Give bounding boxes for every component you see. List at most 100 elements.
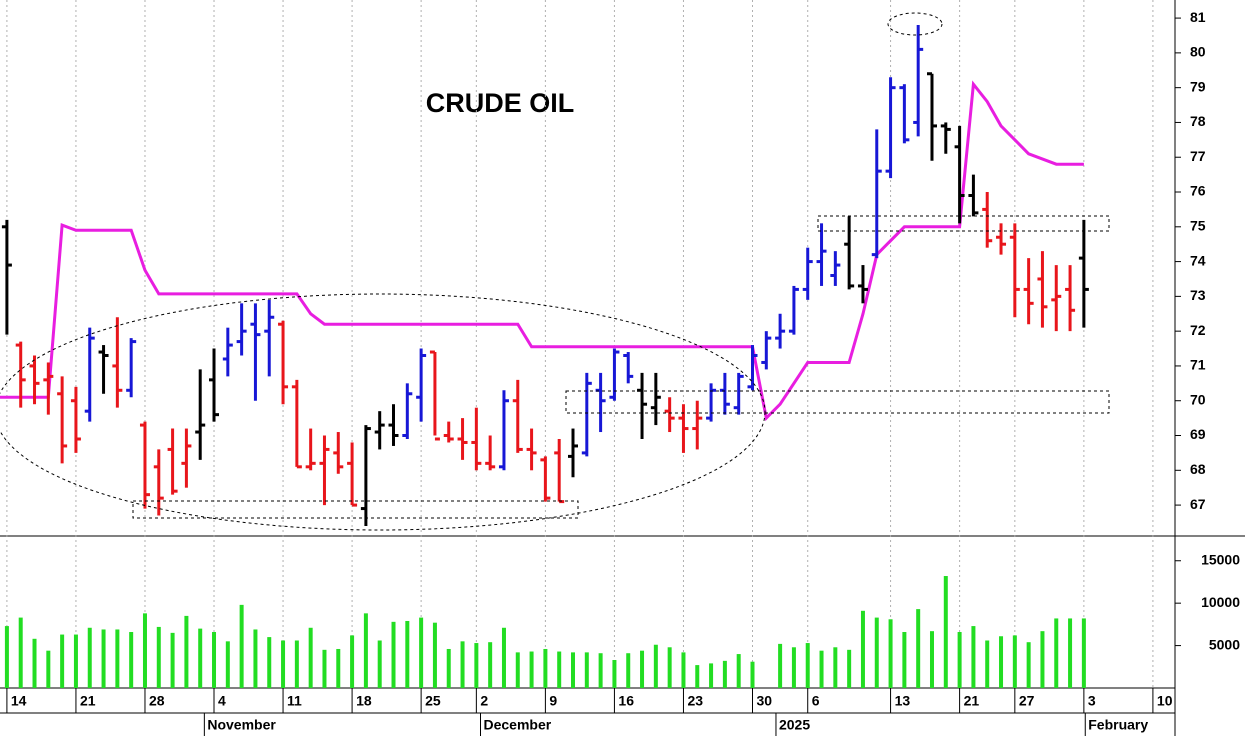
ohlc-bar	[167, 428, 178, 495]
x-tick-label: 16	[618, 693, 634, 709]
ohlc-bar	[1051, 265, 1062, 332]
ohlc-bar	[15, 341, 26, 408]
volume-bar	[419, 617, 424, 688]
volume-bar	[860, 610, 865, 688]
x-tick-label: 27	[1019, 693, 1035, 709]
volume-bar	[971, 626, 976, 688]
ohlc-bar	[761, 331, 772, 370]
volume-y-tick-label: 15000	[1201, 551, 1240, 567]
ohlc-bar	[195, 369, 206, 460]
annotation-box	[565, 390, 1110, 414]
ohlc-bar	[222, 327, 233, 377]
volume-bar	[612, 660, 617, 688]
volume-bar	[184, 615, 189, 688]
volume-bar	[557, 651, 562, 688]
volume-bar	[198, 628, 203, 688]
ohlc-bar	[209, 348, 220, 422]
volume-bar	[819, 650, 824, 688]
ohlc-bar	[57, 376, 68, 464]
annotation-ellipse	[0, 293, 766, 531]
volume-bar	[239, 604, 244, 688]
ohlc-bar	[471, 407, 482, 471]
x-tick-label: 30	[756, 693, 772, 709]
volume-bar	[626, 653, 631, 688]
volume-bar	[902, 632, 907, 688]
ohlc-bar	[1009, 223, 1020, 318]
y-tick-label: 81	[1190, 9, 1206, 25]
ohlc-bar	[443, 421, 454, 443]
x-tick-label: 13	[895, 693, 911, 709]
volume-bar	[281, 640, 286, 688]
overlay-line	[0, 80, 1084, 422]
volume-bar	[501, 627, 506, 688]
annotation-box	[132, 500, 579, 519]
volume-bar	[73, 634, 78, 688]
ohlc-bar	[885, 77, 896, 179]
ohlc-bar	[416, 348, 427, 422]
volume-bar	[32, 638, 37, 688]
ohlc-bar	[996, 223, 1007, 255]
ohlc-bar	[554, 438, 565, 504]
ohlc-bar	[526, 428, 537, 471]
volume-bar	[653, 644, 658, 688]
volume-bar	[722, 660, 727, 688]
volume-bar	[791, 647, 796, 688]
volume-bar	[115, 629, 120, 688]
y-tick-label: 68	[1190, 461, 1206, 477]
month-label: November	[207, 717, 276, 733]
y-tick-label: 72	[1190, 322, 1206, 338]
volume-bar	[1026, 642, 1031, 688]
ohlc-bar	[305, 428, 316, 471]
volume-bar	[681, 652, 686, 688]
volume-bar	[571, 652, 576, 688]
ohlc-bar	[84, 327, 95, 422]
volume-bar	[46, 650, 51, 688]
volume-bar	[170, 632, 175, 688]
ohlc-bar	[429, 350, 440, 441]
volume-bar	[916, 609, 921, 688]
volume-bar	[474, 643, 479, 688]
ohlc-bar	[692, 400, 703, 450]
volume-bar	[888, 619, 893, 688]
volume-bar	[18, 617, 23, 688]
y-tick-label: 69	[1190, 426, 1206, 442]
y-tick-label: 67	[1190, 496, 1206, 512]
y-tick-label: 80	[1190, 44, 1206, 60]
ohlc-bar	[181, 428, 192, 488]
x-tick-label: 21	[80, 693, 96, 709]
y-tick-label: 77	[1190, 148, 1206, 164]
x-tick-label: 23	[687, 693, 703, 709]
ohlc-bar	[153, 449, 164, 516]
ohlc-bar	[126, 338, 137, 398]
volume-bar	[529, 651, 534, 688]
x-tick-label: 14	[11, 693, 27, 709]
ohlc-bar	[623, 352, 634, 384]
volume-bar	[4, 626, 9, 688]
ohlc-bar	[112, 317, 123, 408]
ohlc-bar	[913, 25, 924, 137]
chart-title: CRUDE OIL	[426, 88, 575, 118]
ohlc-bar	[747, 345, 758, 391]
volume-bar	[750, 661, 755, 688]
y-tick-label: 70	[1190, 391, 1206, 407]
volume-bar	[943, 576, 948, 688]
x-tick-label: 21	[964, 693, 980, 709]
ohlc-bar	[940, 122, 951, 154]
ohlc-bar	[43, 362, 54, 415]
ohlc-bar	[291, 379, 302, 469]
ohlc-bar	[278, 320, 289, 405]
y-tick-label: 78	[1190, 113, 1206, 129]
ohlc-bar	[568, 428, 579, 478]
volume-bar	[405, 620, 410, 688]
volume-bar	[778, 643, 783, 688]
volume-bar	[129, 632, 134, 688]
ohlc-bar	[29, 355, 40, 405]
volume-bar	[60, 634, 65, 688]
volume-bar	[142, 613, 147, 688]
ohlc-bar	[1065, 265, 1076, 332]
x-tick-label: 25	[425, 693, 441, 709]
ohlc-bar	[498, 390, 509, 471]
x-tick-label: 9	[549, 693, 557, 709]
volume-bar	[1040, 631, 1045, 688]
volume-bar	[460, 641, 465, 688]
